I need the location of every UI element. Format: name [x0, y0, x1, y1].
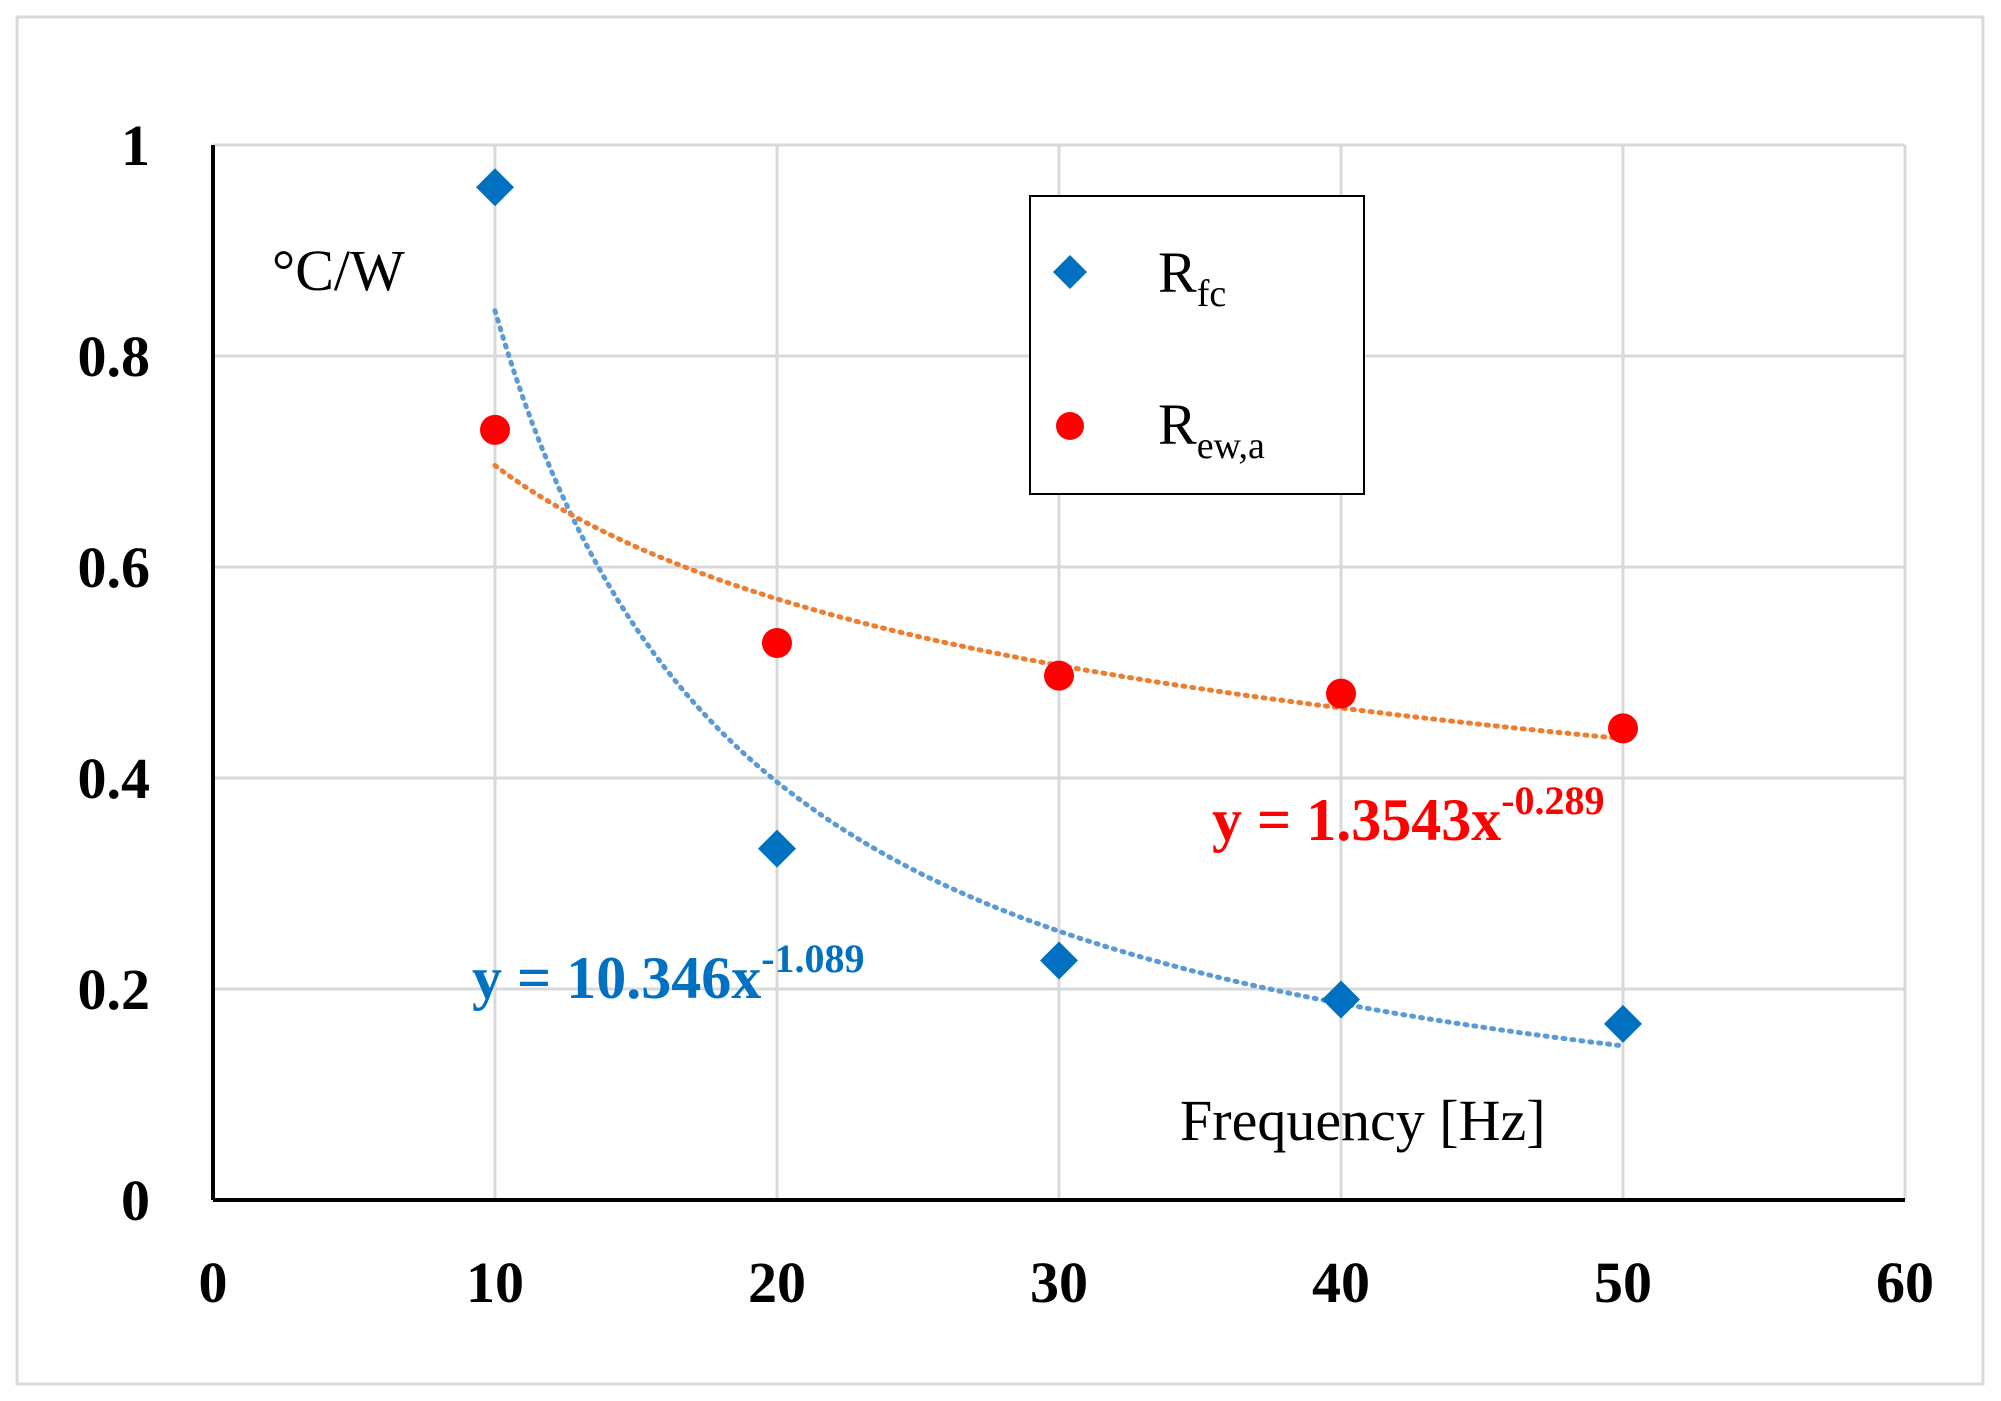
rfc-point — [1040, 941, 1078, 980]
rfc-point — [476, 168, 514, 207]
x-tick-label: 40 — [1312, 1250, 1370, 1315]
y-tick-labels: 0 0.2 0.4 0.6 0.8 1 — [78, 113, 151, 1233]
y-axis-label: °C/W — [272, 238, 405, 303]
x-tick-label: 60 — [1876, 1250, 1934, 1315]
x-tick-label: 20 — [748, 1250, 806, 1315]
rfc-equation-exponent: -1.089 — [761, 936, 864, 981]
y-tick-label: 0.6 — [78, 535, 151, 600]
legend: Rfc Rew,a — [1029, 195, 1365, 495]
rfc-equation: y = 10.346x-1.089 — [472, 936, 865, 1011]
legend-rfc-label-sub: fc — [1197, 273, 1227, 315]
rew-point — [762, 627, 792, 658]
x-axis-label: Frequency [Hz] — [1180, 1088, 1546, 1153]
rew-equation-exponent: -0.289 — [1501, 778, 1604, 823]
legend-box — [1029, 195, 1365, 495]
chart-frame — [15, 15, 1985, 1386]
y-tick-label: 0.8 — [78, 324, 151, 389]
rew-point — [1326, 678, 1356, 709]
trendline-rfc — [492, 308, 1626, 1049]
rfc-point — [758, 829, 796, 868]
legend-rfc-label-main: R — [1158, 240, 1197, 305]
x-tick-label: 10 — [466, 1250, 524, 1315]
rew-equation: y = 1.3543x-0.289 — [1212, 778, 1605, 853]
legend-rfc-marker — [1053, 255, 1087, 289]
rew-point — [1608, 713, 1638, 744]
rew-point — [480, 414, 510, 445]
rew-equation-main: y = 1.3543x — [1212, 787, 1501, 853]
rfc-point — [1604, 1004, 1642, 1043]
rew-point — [1044, 660, 1074, 691]
data-points — [476, 168, 1642, 1043]
y-tick-label: 0 — [121, 1168, 150, 1233]
y-tick-label: 0.4 — [78, 746, 151, 811]
x-tick-label: 50 — [1594, 1250, 1652, 1315]
x-tick-label: 0 — [199, 1250, 228, 1315]
rfc-equation-main: y = 10.346x — [472, 945, 761, 1011]
legend-rew-marker — [1056, 412, 1084, 440]
legend-rfc-label: Rfc — [1158, 240, 1226, 315]
x-tick-label: 30 — [1030, 1250, 1088, 1315]
y-tick-label: 0.2 — [78, 957, 151, 1022]
rfc-point — [1322, 980, 1360, 1019]
legend-rew-label-main: R — [1158, 392, 1197, 457]
legend-rew-label: Rew,a — [1158, 392, 1265, 467]
y-tick-label: 1 — [121, 113, 150, 178]
x-tick-labels: 0 10 20 30 40 50 60 — [199, 1250, 1935, 1315]
legend-rew-label-sub: ew,a — [1197, 425, 1265, 467]
